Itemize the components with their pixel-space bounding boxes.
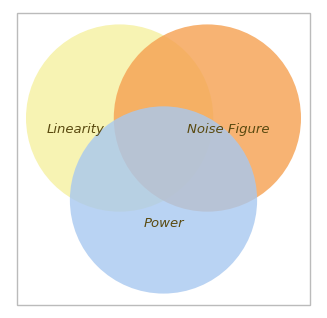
Text: Power: Power bbox=[143, 217, 184, 230]
Circle shape bbox=[70, 106, 257, 294]
Circle shape bbox=[114, 24, 301, 212]
Text: Noise Figure: Noise Figure bbox=[187, 123, 269, 136]
Text: Linearity: Linearity bbox=[47, 123, 105, 136]
Circle shape bbox=[26, 24, 213, 212]
